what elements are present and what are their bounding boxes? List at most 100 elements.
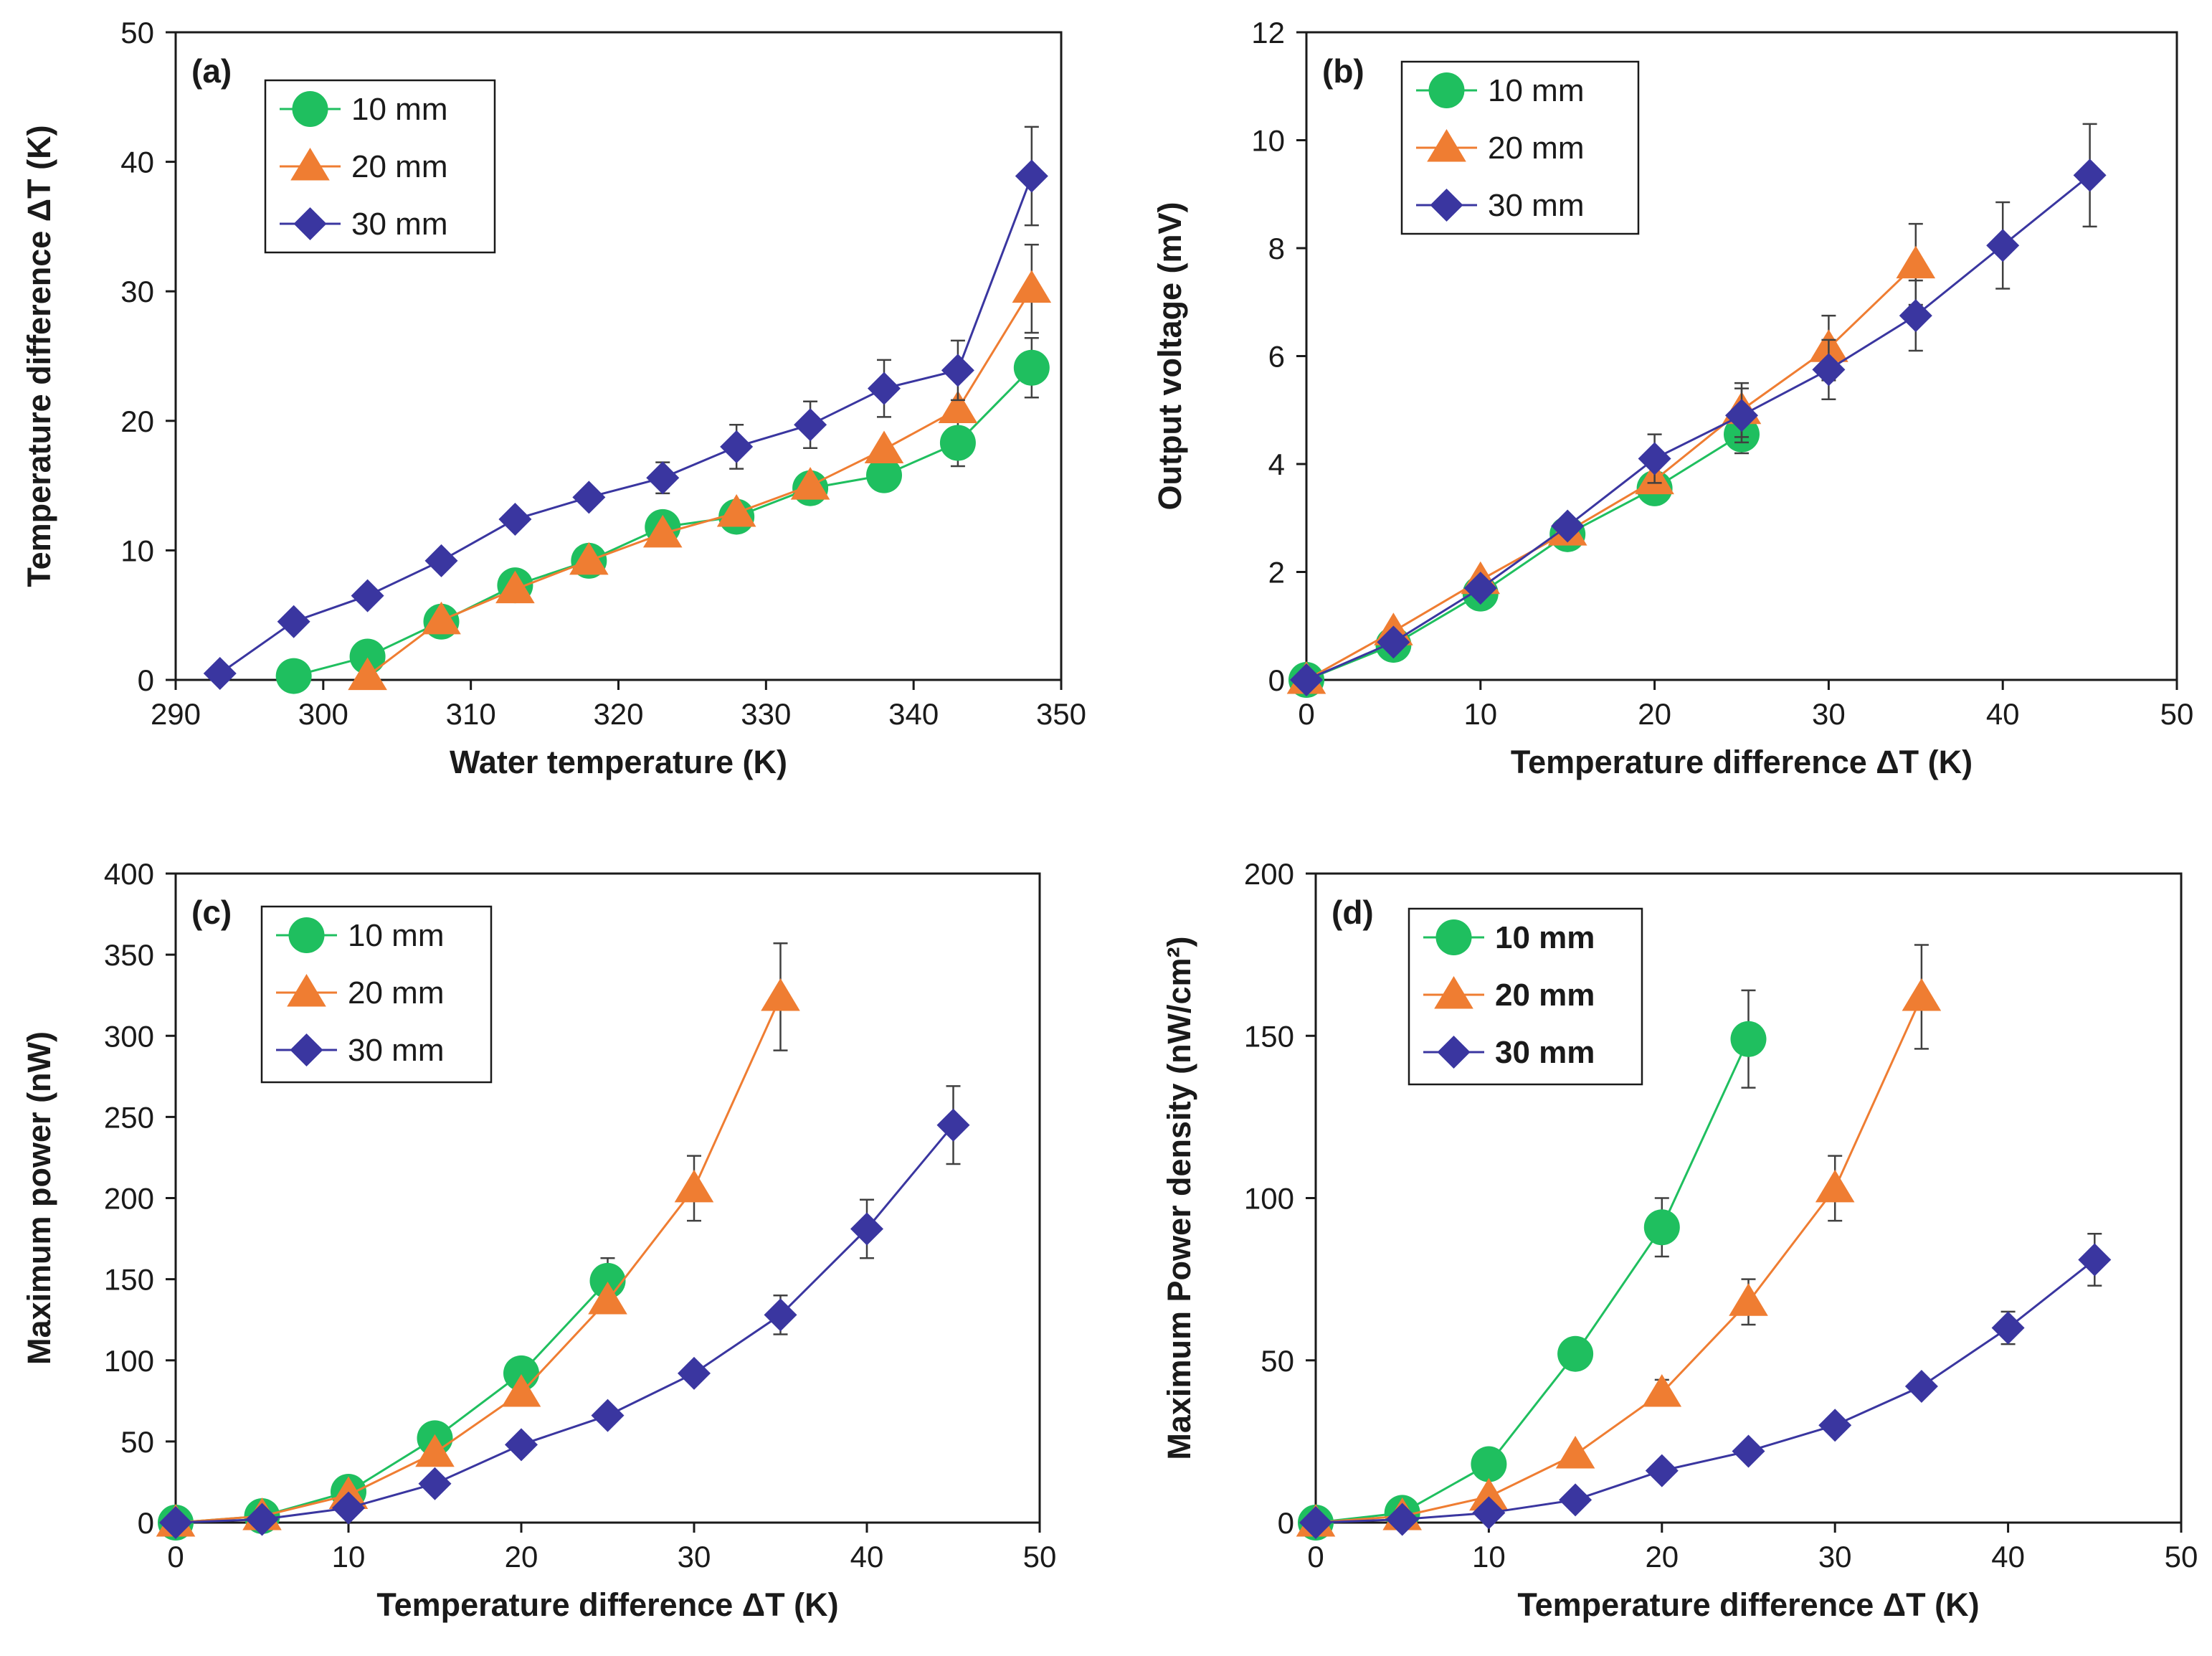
x-tick-label-b: 50 [2160, 697, 2194, 731]
x-axis-label-c: Temperature difference ΔT (K) [376, 1586, 838, 1623]
data-point-a-diamond [498, 503, 532, 536]
x-tick-label-c: 0 [167, 1540, 184, 1574]
y-tick-label-c: 400 [104, 857, 154, 891]
legend-label-b: 30 mm [1488, 188, 1584, 223]
y-tick-label-b: 4 [1268, 448, 1285, 481]
data-point-a-diamond [424, 544, 458, 577]
data-point-d-diamond [2078, 1243, 2112, 1277]
data-point-d-circle [1730, 1021, 1767, 1057]
series-line-d [1315, 1259, 2096, 1524]
y-tick-label-d: 150 [1244, 1019, 1294, 1053]
data-point-c-triangle [674, 1169, 714, 1203]
legend-marker-b-diamond [1430, 189, 1463, 222]
panel-label-c: (c) [191, 894, 232, 931]
data-point-a-circle [349, 638, 386, 675]
data-point-c-diamond [591, 1399, 625, 1432]
data-point-b-diamond [1638, 442, 1671, 475]
data-point-c-triangle [415, 1434, 455, 1467]
x-tick-label-d: 30 [1818, 1540, 1852, 1574]
y-axis-label-a: Temperature difference ΔT (K) [21, 125, 57, 587]
y-tick-label-d: 0 [1278, 1506, 1294, 1540]
y-tick-label-a: 0 [138, 663, 154, 697]
data-point-a-diamond [572, 481, 606, 514]
y-tick-label-c: 250 [104, 1100, 154, 1134]
data-point-c-diamond [764, 1298, 797, 1332]
legend-label-d: 30 mm [1495, 1035, 1595, 1070]
data-point-c-diamond [245, 1503, 279, 1536]
legend-label-c: 10 mm [348, 918, 444, 953]
y-tick-label-d: 50 [1261, 1344, 1294, 1378]
x-axis-label-b: Temperature difference ΔT (K) [1511, 744, 1973, 780]
series-b-1 [1286, 222, 1936, 694]
data-point-a-triangle [642, 514, 683, 548]
series-line-c [175, 1279, 609, 1524]
data-point-a-diamond [868, 372, 901, 405]
data-point-d-circle [1471, 1446, 1507, 1482]
legend-c: 10 mm 20 mm 30 mm [260, 905, 493, 1084]
data-point-d-triangle [1642, 1374, 1682, 1407]
data-point-d-diamond [1732, 1434, 1765, 1468]
data-point-d-triangle [1469, 1477, 1509, 1511]
legend-marker-b-circle [1428, 72, 1465, 108]
legend-d: 10 mm 20 mm 30 mm [1408, 907, 1643, 1086]
legend-label-a: 30 mm [351, 207, 447, 242]
x-tick-label-c: 30 [678, 1540, 711, 1574]
data-point-c-diamond [850, 1212, 883, 1246]
data-point-c-triangle [761, 978, 800, 1011]
legend-label-a: 20 mm [351, 149, 447, 184]
data-point-a-diamond [720, 430, 754, 463]
x-tick-label-b: 30 [1812, 697, 1846, 731]
y-tick-label-c: 300 [104, 1019, 154, 1053]
y-axis-label-c: Maximum power (nW) [21, 1031, 57, 1365]
x-tick-label-d: 0 [1307, 1540, 1324, 1574]
legend-label-d: 20 mm [1495, 978, 1595, 1013]
legend-marker-c-diamond [290, 1033, 323, 1066]
panel-d: 0 10 20 30 40 50 0 50 100 150 200 Temperature diffe… [1161, 857, 2198, 1623]
legend-label-c: 20 mm [348, 975, 444, 1011]
x-tick-label-d: 10 [1472, 1540, 1506, 1574]
series-d-2 [1299, 1233, 2112, 1539]
legend-marker-a-triangle [290, 148, 330, 181]
y-tick-label-a: 40 [120, 146, 154, 179]
x-tick-label-a: 340 [888, 697, 939, 731]
series-line-b [1306, 263, 1917, 681]
legend-marker-d-diamond [1437, 1036, 1471, 1069]
data-point-d-diamond [1559, 1483, 1592, 1517]
data-point-c-triangle [588, 1282, 627, 1315]
y-tick-label-b: 2 [1268, 556, 1285, 590]
y-axis-label-b: Output voltage (mV) [1152, 202, 1188, 511]
data-point-d-triangle [1815, 1169, 1855, 1203]
data-point-c-diamond [332, 1491, 365, 1525]
y-tick-label-a: 50 [120, 16, 154, 49]
data-point-a-circle [275, 658, 312, 694]
data-point-d-diamond [1991, 1311, 2025, 1345]
data-point-d-diamond [1904, 1369, 1938, 1403]
legend-label-a: 10 mm [351, 92, 447, 127]
data-point-a-triangle [938, 390, 978, 424]
data-point-b-diamond [1377, 625, 1410, 659]
data-point-b-triangle [1896, 245, 1936, 279]
data-point-d-triangle [1729, 1283, 1768, 1316]
data-point-a-circle [939, 425, 976, 461]
data-point-c-diamond [505, 1428, 538, 1462]
data-point-d-diamond [1385, 1503, 1419, 1536]
series-a-2 [203, 126, 1048, 690]
data-point-d-circle [1557, 1335, 1594, 1372]
x-tick-label-b: 20 [1638, 697, 1671, 731]
y-tick-label-b: 12 [1251, 16, 1285, 49]
data-point-b-diamond [2073, 158, 2107, 192]
data-point-a-diamond [203, 656, 237, 690]
series-a-1 [348, 243, 1052, 691]
series-d-0 [1298, 989, 1767, 1541]
data-point-a-diamond [794, 408, 827, 442]
data-point-b-diamond [1725, 399, 1758, 432]
data-point-c-diamond [936, 1108, 970, 1142]
x-tick-label-a: 310 [446, 697, 496, 731]
y-tick-label-c: 50 [120, 1425, 154, 1459]
data-point-a-triangle [716, 494, 756, 527]
legend-marker-b-triangle [1427, 129, 1466, 162]
legend-label-b: 10 mm [1488, 73, 1584, 108]
legend-marker-c-circle [288, 917, 325, 953]
data-point-d-diamond [1472, 1496, 1506, 1530]
